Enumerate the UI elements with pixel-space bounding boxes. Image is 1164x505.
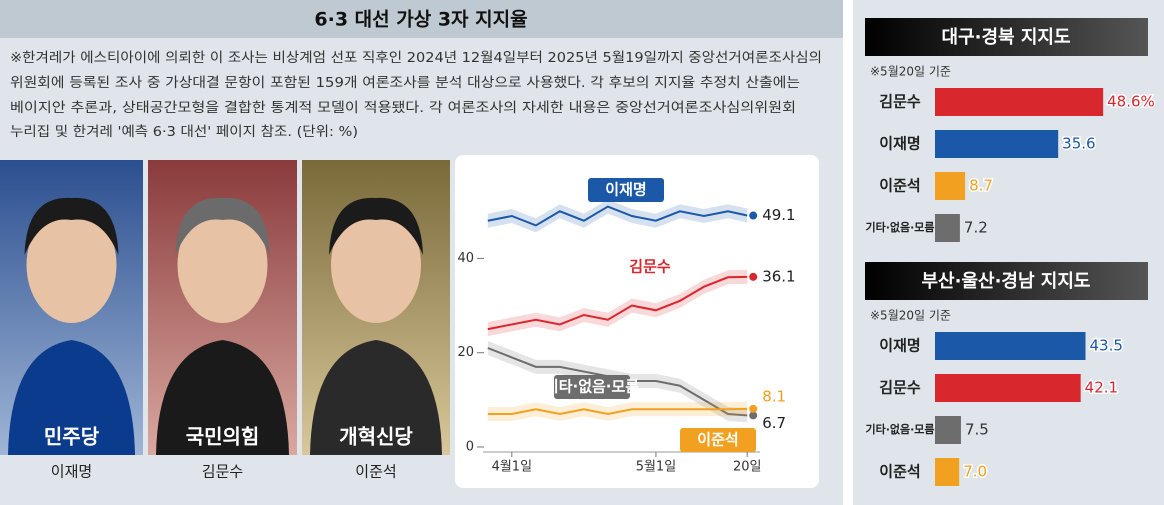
portrait-hair [175, 197, 270, 255]
uncertainty-band [487, 269, 748, 337]
note-line: 누리집 및 한겨레 '예측 6·3 대선' 페이지 참조. (단위: %) [10, 124, 358, 140]
legend-label: 이재명 [605, 181, 646, 199]
portrait-hair [329, 197, 423, 255]
end-label: 36.1 [762, 267, 795, 285]
portrait-body [156, 340, 289, 455]
candidate-name: 김문수 [202, 463, 243, 481]
candidate-name: 이재명 [51, 463, 92, 481]
legend-label: 기타·없음·모름 [545, 378, 639, 396]
bar [935, 88, 1104, 116]
value-label: 7.5 [965, 421, 989, 439]
party-logo: 국민의힘 [186, 425, 260, 449]
value-label: 7.0 [963, 463, 987, 481]
bar-chart-title-bar [865, 262, 1148, 300]
bar [935, 332, 1086, 360]
series-label-box [680, 428, 756, 452]
bar [935, 416, 961, 444]
series-label-box [554, 375, 630, 399]
end-label: 8.1 [762, 387, 786, 405]
end-point [749, 211, 758, 220]
category-label: 기타·없음·모름 [865, 220, 934, 234]
category-label: 김문수 [879, 379, 921, 397]
bar-chart-title-bar [865, 18, 1148, 56]
uncertainty-band [487, 199, 748, 233]
portrait-hair [24, 197, 119, 255]
bar-chart-note: ※5월20일 기준 [870, 309, 951, 323]
party-logo: 민주당 [44, 425, 100, 449]
end-point [749, 404, 758, 413]
divider [845, 0, 853, 505]
category-label: 기타·없음·모름 [865, 422, 934, 436]
series-line [487, 407, 748, 416]
x-tick-label: 20일 [733, 460, 762, 475]
bar [935, 458, 960, 486]
value-label: 42.1 [1085, 379, 1118, 397]
series-line [487, 275, 748, 331]
value-label: 7.2 [964, 219, 988, 237]
category-label: 이재명 [879, 337, 920, 355]
end-point [749, 411, 758, 420]
category-label: 김문수 [879, 93, 921, 111]
category-label: 이준석 [879, 463, 920, 481]
x-tick-label: 4월1일 [492, 460, 532, 475]
note-line: 베이지안 추론과, 상태공간모형을 결합한 통계적 모델이 적용됐다. 각 여론… [10, 100, 796, 116]
end-label: 6.7 [762, 414, 786, 432]
title-bar [0, 0, 843, 38]
portrait-head [331, 207, 421, 323]
category-label: 이준석 [879, 177, 920, 195]
y-tick-label: 40 [457, 251, 474, 266]
y-tick-label: 20 [457, 345, 474, 360]
line-chart-box [455, 155, 819, 488]
portrait-head [177, 207, 268, 323]
end-point [749, 272, 758, 281]
end-label: 49.1 [762, 206, 795, 224]
value-label: 43.5 [1090, 337, 1123, 355]
bar [935, 374, 1081, 402]
value-label: 8.7 [969, 177, 993, 195]
value-label: 35.6 [1062, 135, 1095, 153]
bar [935, 214, 960, 242]
legend-label: 김문수 [629, 258, 671, 276]
bar-chart-title: 부산·울산·경남 지지도 [922, 271, 1091, 292]
portrait-body [310, 340, 442, 455]
portrait-head [26, 207, 117, 323]
right-panel [853, 0, 1164, 505]
note-line: 위원회에 등록된 조사 중 가상대결 문항이 포함된 159개 여론조사를 분석… [10, 75, 800, 91]
bar [935, 172, 966, 200]
series-line [487, 205, 748, 227]
legend-label: 이준석 [697, 431, 738, 449]
y-tick-label: 0 [466, 440, 474, 455]
title: 6·3 대선 가상 3자 지지율 [314, 9, 527, 31]
party-logo: 개혁신당 [339, 425, 413, 449]
series-label-box [588, 178, 664, 202]
portrait-body [8, 340, 135, 455]
note-line: ※한겨레가 에스티아이에 의뢰한 이 조사는 비상계엄 선포 직후인 2024년… [10, 50, 822, 66]
x-tick-label: 5월1일 [636, 460, 676, 475]
candidate-name: 이준석 [355, 463, 396, 481]
value-label: 48.6% [1107, 93, 1155, 111]
bar-chart-note: ※5월20일 기준 [870, 65, 951, 79]
category-label: 이재명 [879, 135, 920, 153]
bar-chart-title: 대구·경북 지지도 [941, 27, 1070, 48]
bar [935, 130, 1059, 158]
